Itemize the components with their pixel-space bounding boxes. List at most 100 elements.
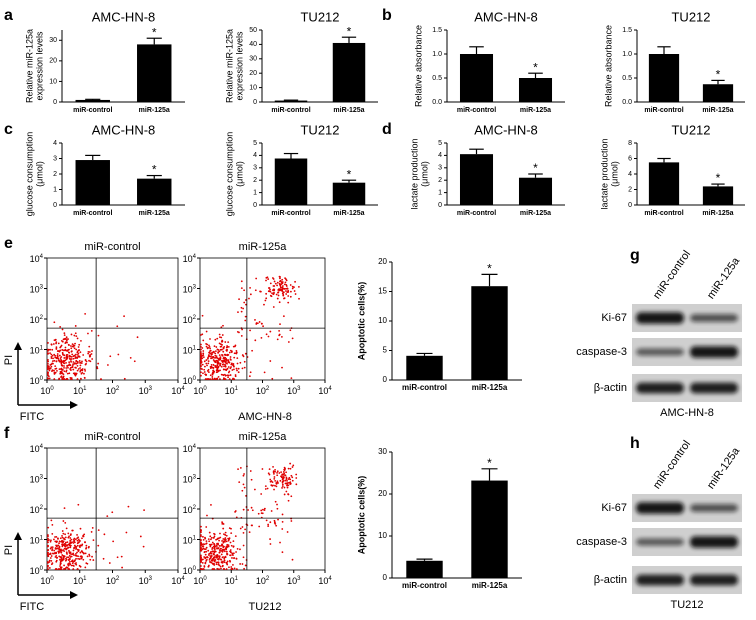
dot (265, 276, 268, 279)
dot (223, 378, 226, 380)
dot (209, 378, 211, 380)
dot (275, 524, 278, 527)
dot (59, 568, 62, 570)
dot (219, 565, 222, 568)
y-tick-label: 100 (30, 376, 44, 387)
dot (61, 364, 64, 367)
dot (80, 557, 83, 560)
dot (200, 534, 202, 536)
dot (218, 549, 221, 551)
dot (72, 345, 75, 348)
y-tick-label: 3 (438, 165, 442, 172)
dot (269, 543, 272, 545)
dot (219, 345, 222, 348)
dot (205, 560, 208, 562)
dot (248, 375, 251, 378)
y-tick-label: 103 (30, 474, 44, 485)
y-axis-label: (μmol) (234, 161, 244, 187)
plot-frame (46, 257, 179, 381)
dot (47, 537, 49, 540)
dot (65, 527, 68, 530)
y-axis-label: Relative absorbance (413, 25, 423, 107)
dot (224, 374, 227, 377)
dot (232, 552, 235, 555)
dot (61, 328, 64, 331)
dot (56, 353, 59, 355)
dot (228, 538, 230, 541)
dot (69, 546, 72, 549)
y-tick-label: 5 (253, 140, 257, 147)
dot (249, 329, 251, 332)
chart-title: AMC-HN-8 (474, 122, 538, 137)
dot (229, 549, 232, 551)
band (636, 312, 684, 324)
x-tick-label: 101 (73, 386, 87, 397)
dot (288, 481, 291, 484)
dot (274, 468, 276, 471)
bar (702, 186, 734, 205)
bar (332, 182, 366, 205)
dot (72, 368, 75, 371)
tick-exponent: 2 (40, 505, 44, 511)
x-axis-label: FITC (20, 411, 44, 423)
dot (76, 337, 79, 340)
dot (90, 531, 93, 533)
dot (48, 377, 51, 380)
dot (239, 467, 242, 469)
y-tick-label: 30 (378, 447, 387, 456)
dot (221, 548, 224, 551)
dot (278, 472, 281, 474)
dot (51, 533, 54, 535)
tick-base: 10 (183, 505, 193, 515)
dot (58, 354, 61, 357)
significance-mark: * (487, 456, 492, 470)
dot (274, 484, 276, 487)
dot (219, 356, 222, 358)
dot (269, 288, 271, 291)
dot (79, 367, 82, 369)
band (636, 538, 684, 546)
dot (200, 365, 202, 368)
dot (70, 553, 73, 556)
dot (269, 538, 271, 540)
x-tick-label: miR-125a (520, 210, 551, 217)
y-tick-label: 5 (383, 346, 388, 355)
dot (204, 536, 206, 539)
dot (47, 564, 49, 567)
dot (249, 293, 252, 296)
dot (255, 322, 258, 324)
dot (53, 378, 56, 380)
significance-mark: * (347, 24, 352, 38)
y-tick-label: 0 (628, 202, 632, 209)
y-axis-label: glucose consumption (24, 132, 34, 217)
dot (50, 559, 53, 562)
dot (58, 540, 61, 543)
dot (280, 335, 283, 338)
dot (286, 291, 289, 294)
tick-exponent: 0 (203, 386, 207, 392)
y-tick-label: 104 (183, 254, 197, 265)
dot (285, 477, 288, 480)
dot (63, 332, 66, 335)
x-tick-label: 103 (139, 386, 153, 397)
dot (200, 531, 202, 534)
dot (123, 377, 126, 380)
dot (259, 290, 261, 293)
dot (202, 372, 204, 375)
tick-base: 10 (30, 254, 40, 264)
y-tick-label: 104 (183, 444, 197, 455)
dot (234, 375, 237, 378)
dot (47, 359, 49, 361)
dot (267, 525, 270, 528)
dot (208, 344, 210, 347)
dot (52, 362, 54, 365)
dot (225, 568, 228, 570)
dot (226, 374, 229, 377)
dot (226, 553, 229, 556)
dot (76, 378, 79, 380)
dot (218, 358, 221, 361)
dot (243, 473, 245, 475)
dot (205, 540, 208, 542)
x-tick-label: 101 (225, 386, 239, 397)
tick-exponent: 3 (40, 474, 44, 480)
